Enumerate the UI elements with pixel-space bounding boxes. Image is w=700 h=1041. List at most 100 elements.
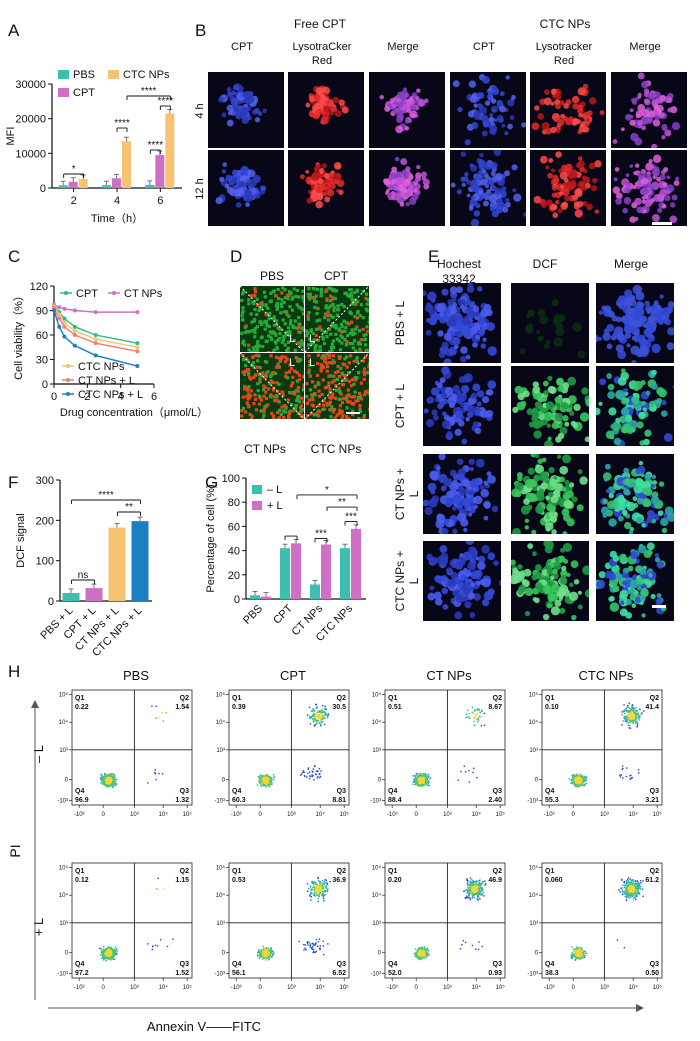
cell <box>357 351 361 352</box>
cell <box>452 528 458 534</box>
cell <box>554 412 564 422</box>
cell <box>471 184 480 193</box>
cell <box>311 104 318 111</box>
cell <box>537 308 546 317</box>
cell <box>243 330 248 335</box>
cell <box>289 384 294 388</box>
event-dot <box>307 772 309 774</box>
cell <box>347 393 351 397</box>
cell <box>655 312 661 319</box>
cell <box>452 80 460 88</box>
cell <box>296 396 300 400</box>
cell <box>241 395 245 399</box>
cell <box>252 365 256 369</box>
cell <box>638 544 647 554</box>
quadrant-value: 30.5 <box>332 704 346 711</box>
cell <box>264 303 268 308</box>
event-dot <box>313 725 315 727</box>
micrograph-tile <box>511 366 589 446</box>
cell <box>222 162 227 167</box>
cell <box>286 340 291 344</box>
cell <box>296 386 300 390</box>
cell <box>559 465 569 475</box>
cell <box>259 307 263 311</box>
cell <box>605 488 611 494</box>
cell <box>277 400 281 404</box>
event-dot <box>319 721 321 724</box>
cell <box>226 119 234 127</box>
cell <box>235 202 242 208</box>
bar <box>165 113 175 188</box>
cell <box>316 89 323 96</box>
event-dot <box>316 777 318 779</box>
y-tick-label: 30 <box>36 355 48 367</box>
tile-content <box>450 150 526 226</box>
cell <box>521 122 526 128</box>
event-dot <box>105 785 108 788</box>
event-dot <box>309 723 312 725</box>
cell <box>544 522 554 531</box>
cell <box>315 373 320 378</box>
cell <box>341 383 346 387</box>
event-dot <box>151 705 153 707</box>
cell <box>280 405 284 409</box>
event-dot <box>106 784 108 787</box>
cell <box>243 369 248 373</box>
cell <box>441 587 449 595</box>
cell <box>663 433 673 442</box>
cell <box>305 331 310 335</box>
cell <box>536 419 544 428</box>
legend-marker <box>112 291 116 295</box>
cell <box>263 405 267 409</box>
arrow-head <box>636 1004 644 1012</box>
cell <box>545 127 553 135</box>
tile-content <box>511 454 588 534</box>
cell <box>523 498 530 505</box>
cell <box>306 197 313 204</box>
cell <box>477 92 485 99</box>
cell <box>341 106 349 114</box>
cell <box>264 396 269 401</box>
cell <box>437 330 444 337</box>
cell <box>426 419 435 428</box>
y-tick-label: 0 <box>48 596 54 608</box>
cell <box>464 172 469 177</box>
column-header-line2: Red <box>554 55 574 67</box>
cell <box>514 490 522 498</box>
cell <box>329 345 334 350</box>
cell <box>493 118 498 123</box>
cell <box>283 296 287 300</box>
cell <box>531 529 537 534</box>
cell <box>355 288 359 292</box>
cell <box>270 331 274 335</box>
cell <box>273 371 278 376</box>
cell <box>356 342 360 346</box>
cell <box>333 162 342 170</box>
cell <box>351 332 355 337</box>
cell <box>491 210 499 218</box>
cell <box>498 579 501 587</box>
cell <box>252 349 257 352</box>
cell <box>586 203 593 211</box>
cell <box>449 286 458 294</box>
cell <box>329 332 333 336</box>
cell <box>269 374 273 378</box>
cell <box>298 330 302 334</box>
cell <box>659 174 666 181</box>
cell <box>347 361 352 365</box>
cell <box>576 504 584 512</box>
cell <box>353 327 358 331</box>
event-dot <box>314 765 316 768</box>
cell <box>450 572 458 580</box>
cell <box>402 188 408 194</box>
cell <box>461 298 466 303</box>
cell <box>328 353 332 357</box>
cell <box>505 75 510 80</box>
tile-content <box>299 162 345 209</box>
cell <box>500 186 507 192</box>
cell <box>452 336 461 346</box>
row-label-line2: L <box>407 490 421 497</box>
event-dot <box>321 721 323 724</box>
cell <box>461 182 466 187</box>
cell <box>637 586 642 591</box>
